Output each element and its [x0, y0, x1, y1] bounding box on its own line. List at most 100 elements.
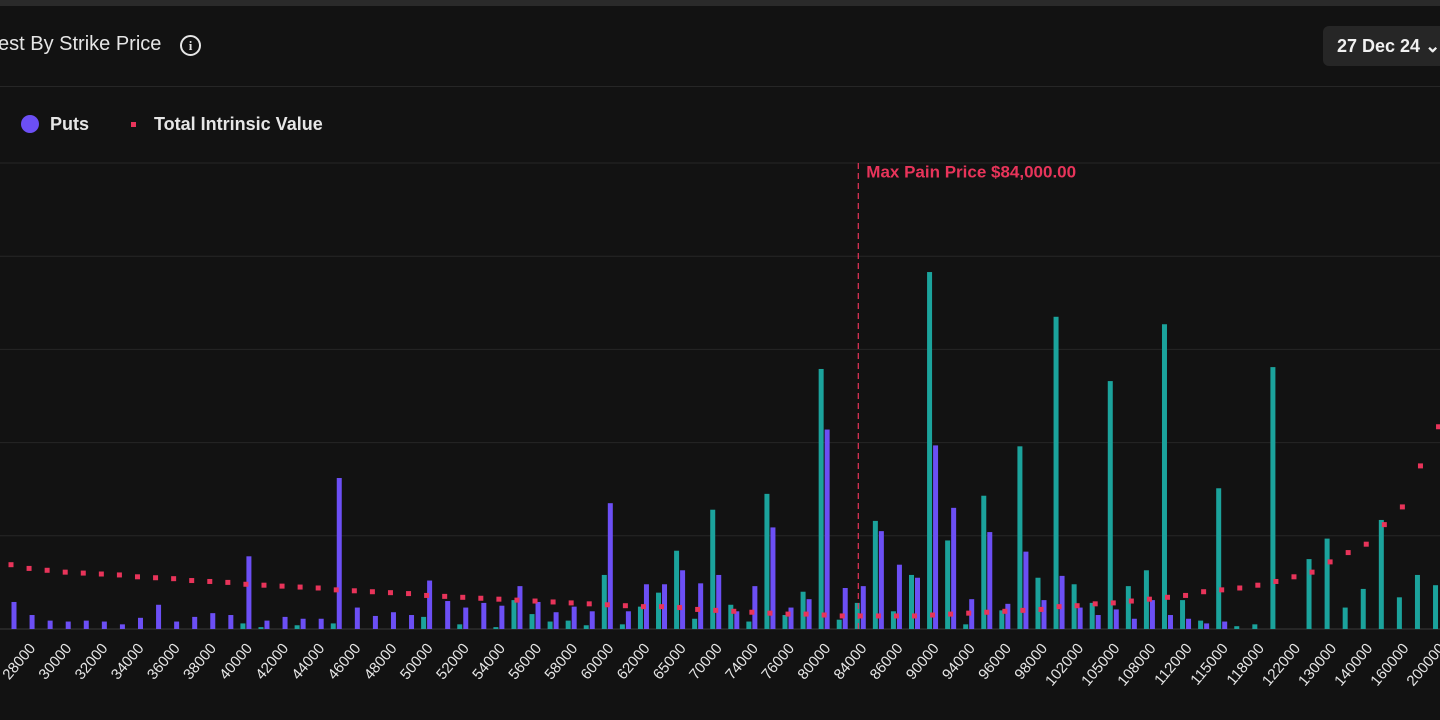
dot [1201, 589, 1207, 595]
x-tick-label: 56000 [505, 640, 545, 683]
expiry-dropdown[interactable]: 27 Dec 24 ⌄ [1323, 26, 1440, 66]
dot [1219, 587, 1225, 593]
dot [586, 601, 592, 607]
x-tick-label: 115000 [1187, 640, 1231, 688]
x-tick-label: 105000 [1078, 640, 1123, 689]
bar [1252, 624, 1258, 629]
bar [137, 617, 143, 629]
dot [279, 583, 285, 589]
bar [1131, 618, 1137, 629]
x-tick-label: 96000 [975, 640, 1015, 683]
x-tick-label: 62000 [614, 640, 654, 683]
bar [83, 620, 89, 629]
dot [369, 589, 375, 595]
dot [153, 575, 159, 581]
dot [1345, 550, 1351, 556]
dot [1417, 463, 1423, 469]
bar [535, 601, 541, 629]
bar [806, 599, 812, 629]
bar [734, 611, 740, 629]
bar [499, 605, 505, 629]
x-tick-label: 130000 [1295, 640, 1340, 689]
x-tick-label: 60000 [578, 640, 618, 683]
dot [460, 594, 466, 600]
x-tick-label: 32000 [72, 640, 112, 683]
dot [315, 585, 321, 591]
bar [354, 607, 360, 629]
dot [984, 609, 990, 615]
dot [1363, 541, 1369, 547]
x-tick-label: 86000 [867, 640, 907, 683]
dot [1092, 601, 1098, 607]
x-tick-label: 140000 [1331, 640, 1376, 689]
dot [442, 593, 448, 599]
bar [637, 606, 643, 629]
x-tick-label: 70000 [686, 640, 726, 683]
dot [767, 610, 773, 616]
bar [517, 586, 523, 629]
bar [1216, 488, 1222, 629]
bar [999, 610, 1005, 629]
bar [390, 612, 396, 629]
bar [65, 621, 71, 629]
top-bar [0, 0, 1440, 6]
x-tick-label: 40000 [216, 640, 256, 683]
dot [731, 608, 737, 614]
x-tick-label: 76000 [758, 640, 798, 683]
separator [0, 86, 1440, 87]
dot [26, 565, 32, 571]
bar [1125, 586, 1131, 629]
info-icon[interactable]: i [180, 35, 201, 56]
bar [192, 616, 198, 629]
bar [529, 614, 535, 629]
bar [583, 625, 589, 629]
bar [1433, 585, 1439, 629]
dot [568, 600, 574, 606]
bar [890, 611, 896, 629]
x-tick-label: 94000 [939, 640, 979, 683]
bar [1035, 577, 1041, 629]
bar [800, 591, 806, 629]
bar [11, 601, 17, 629]
bar [1186, 618, 1192, 629]
bar [981, 495, 987, 629]
dot [622, 603, 628, 609]
dot [857, 613, 863, 619]
dot [1309, 569, 1315, 575]
bar [372, 615, 378, 629]
bar [1005, 603, 1011, 629]
bar [818, 368, 824, 629]
bar [330, 623, 336, 629]
bar [101, 621, 107, 629]
bar [1089, 602, 1095, 629]
bar [710, 509, 716, 629]
bar [174, 621, 180, 629]
bar [427, 580, 433, 629]
bar [788, 607, 794, 629]
chart-title: est By Strike Price [0, 33, 162, 55]
bar [854, 602, 860, 629]
x-tick-label: 54000 [469, 640, 509, 683]
bar [698, 583, 704, 629]
bar [896, 564, 902, 629]
dot [189, 578, 195, 584]
x-tick-label: 58000 [541, 640, 581, 683]
dot [1381, 522, 1387, 528]
bar [481, 602, 487, 629]
dot [496, 596, 502, 602]
dot [1291, 574, 1297, 580]
bar [493, 627, 499, 629]
bar [643, 584, 649, 629]
dot [171, 576, 177, 582]
bar [29, 615, 35, 629]
dot [1110, 600, 1116, 606]
dot [550, 599, 556, 605]
bar [156, 604, 162, 629]
bar [119, 624, 125, 629]
x-tick-label: 38000 [180, 640, 220, 683]
bar [1113, 609, 1119, 629]
x-tick-label: 28000 [0, 640, 39, 683]
bar [674, 550, 680, 629]
dot [1128, 598, 1134, 604]
dot [893, 613, 899, 619]
